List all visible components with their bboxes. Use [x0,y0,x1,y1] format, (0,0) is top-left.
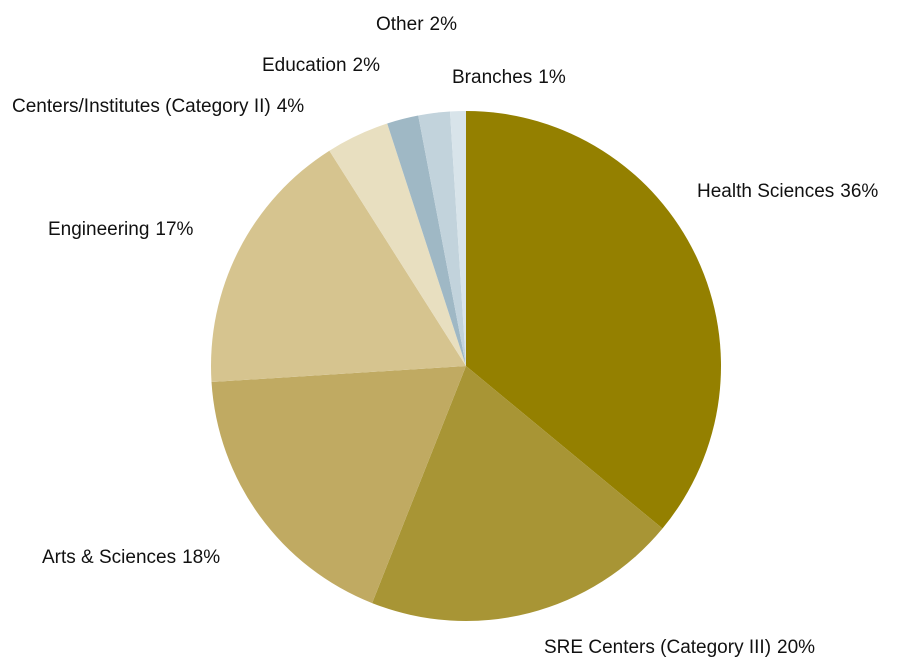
slice-label-name: SRE Centers (Category III) [544,637,771,658]
slice-label: Centers/Institutes (Category II) 4% [12,96,304,117]
slice-label: Other 2% [376,14,457,35]
slice-label-name: Arts & Sciences [42,547,176,568]
slice-label-value: 2% [353,55,381,76]
pie-slice [372,366,663,622]
pie-slice [387,115,466,366]
slice-label: Branches 1% [452,67,566,88]
slice-label-value: 2% [430,14,458,35]
slice-label-name: Centers/Institutes (Category II) [12,96,271,117]
slice-label: Health Sciences 36% [697,181,878,202]
pie-slice [449,111,466,366]
pie-slice [211,150,466,383]
slice-label-value: 17% [155,219,193,240]
slice-label-value: 20% [777,637,815,658]
slice-label: Engineering 17% [48,219,194,240]
slice-label-name: Engineering [48,219,149,240]
slice-label-value: 1% [538,67,566,88]
pie-slice [329,123,466,366]
slice-label: SRE Centers (Category III) 20% [544,637,815,658]
slice-label: Education 2% [262,55,380,76]
slice-label-name: Education [262,55,347,76]
slice-label-name: Branches [452,67,532,88]
slice-label-value: 4% [277,96,305,117]
pie-slice [211,366,466,604]
slice-label-value: 18% [182,547,220,568]
slice-label-value: 36% [840,181,878,202]
pie-slice [466,111,721,529]
slice-label: Arts & Sciences 18% [42,547,220,568]
slice-label-name: Other [376,14,424,35]
pie-slice [418,111,466,367]
slice-label-name: Health Sciences [697,181,834,202]
